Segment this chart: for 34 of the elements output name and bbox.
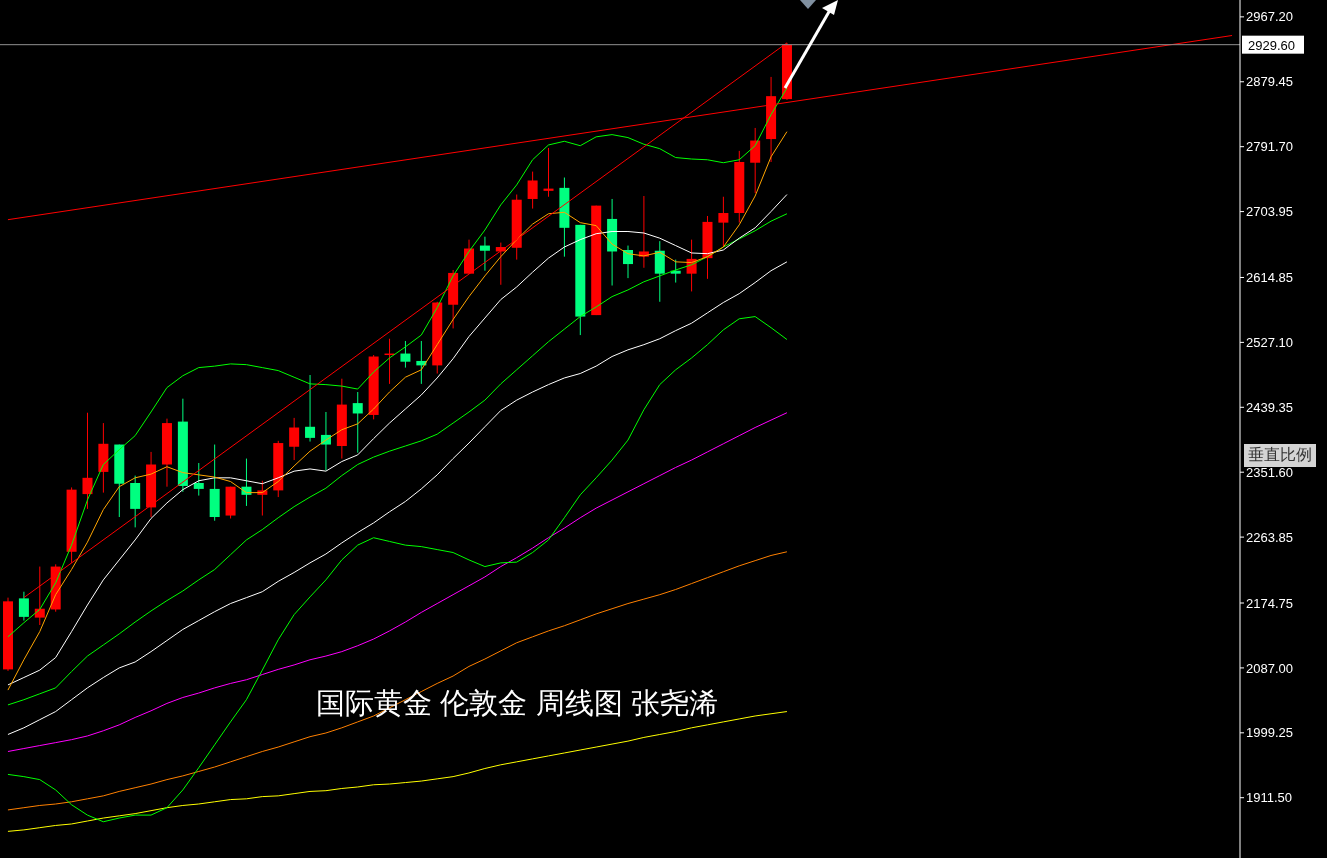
candlestick [718,196,729,248]
y-tick-label: 2439.35 [1246,399,1293,415]
candlestick [543,147,554,198]
y-tick-label: 2263.85 [1246,529,1293,545]
y-tick-label: 2614.85 [1246,270,1293,286]
ref-line-label: 2929.60 [1248,37,1295,53]
candlestick [750,127,761,194]
line-series [7,316,788,823]
candlestick [305,374,316,443]
line-series [7,551,788,811]
y-tick-label: 2791.70 [1246,139,1293,155]
y-tick-label: 2967.20 [1246,9,1293,25]
candlestick [289,417,300,461]
y-tick-label: 1999.25 [1246,725,1293,741]
y-tick-label: 2703.95 [1246,204,1293,220]
y-tick-label: 2174.75 [1246,595,1293,611]
candlestick [18,591,29,622]
candlestick [654,240,665,303]
candlestick [400,340,411,369]
candlestick [527,171,538,210]
line-series [7,412,788,752]
y-tick-label: 2879.45 [1246,74,1293,90]
candlestick [82,412,93,510]
candlestick [352,391,363,454]
text: 垂直比例 [1248,446,1312,464]
line-series [7,87,788,638]
y-tick-label: 2087.00 [1246,660,1293,676]
candlestick [479,236,490,272]
y-tick-label: 2351.60 [1246,464,1293,480]
y-tick-label: 2527.10 [1246,335,1293,350]
candlestick [638,195,649,269]
candlestick [670,259,681,284]
y-tick-label: 1911.50 [1246,790,1293,806]
candlestick [193,462,204,497]
